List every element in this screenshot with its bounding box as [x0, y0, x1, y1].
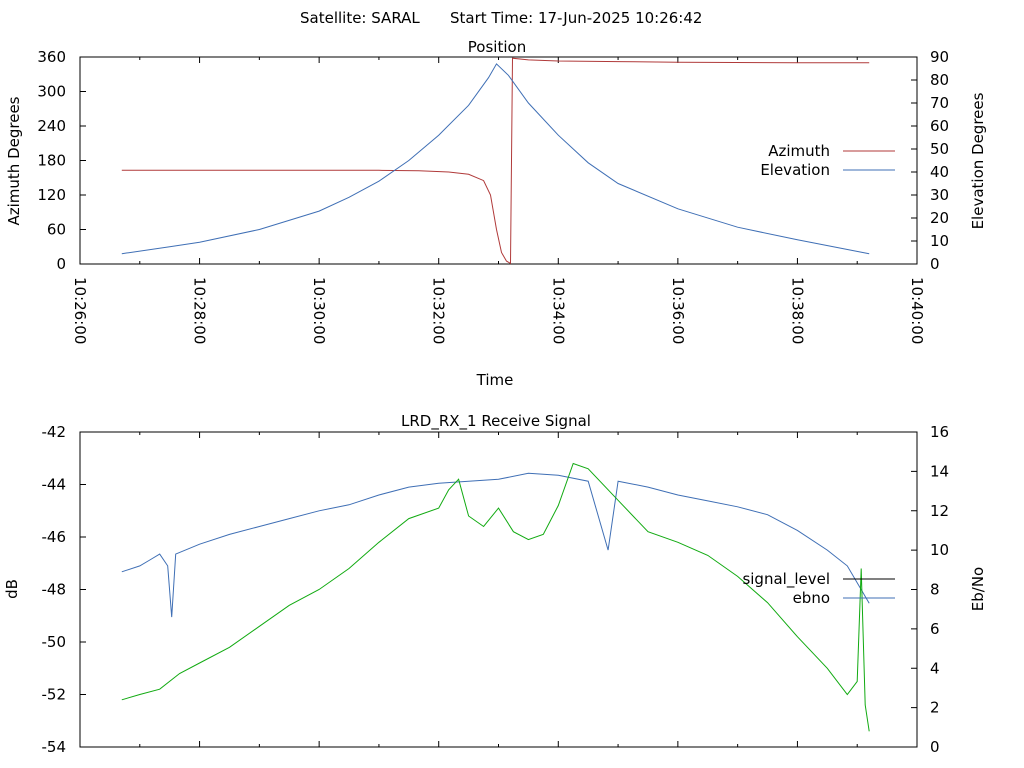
position-legend: Azimuth Elevation	[760, 142, 895, 179]
position-chart: Position 10:26:00 10:28:00 10:30:00 10:32:0…	[5, 38, 987, 389]
signal-y2-tick-label: 4	[930, 659, 940, 677]
signal-y-tick-label: -48	[42, 581, 67, 599]
position-y-tick-label: 360	[37, 48, 66, 66]
position-chart-title: Position	[468, 38, 526, 56]
position-series	[121, 57, 870, 265]
position-ylabel: Azimuth Degrees	[5, 96, 23, 225]
signal-ebno-line	[121, 472, 870, 618]
position-y2-tick-label: 0	[930, 255, 940, 273]
signal-chart-title: LRD_RX_1 Receive Signal	[401, 412, 591, 431]
signal-y-tick-label: -52	[42, 686, 67, 704]
position-x-tick-label: 10:40:00	[908, 277, 926, 344]
position-y-tick-label: 0	[56, 255, 66, 273]
position-x-tick-label: 10:38:00	[788, 277, 806, 344]
start-time-label: Start Time: 17-Jun-2025 10:26:42	[450, 9, 702, 27]
position-y-tick-label: 60	[47, 221, 66, 239]
position-elevation-line	[121, 63, 870, 255]
signal-y2-tick-label: 14	[930, 462, 949, 480]
signal-y2-tick-label: 12	[930, 502, 949, 520]
signal-chart: LRD_RX_1 Receive Signal -54-52-50-48-46-…	[3, 412, 987, 756]
position-y2-tick-label: 30	[930, 186, 949, 204]
position-y2-tick-label: 10	[930, 232, 949, 250]
position-y-tick-label: 240	[37, 117, 66, 135]
signal-y2-tick-label: 0	[930, 738, 940, 756]
signal-y2-tick-label: 16	[930, 423, 949, 441]
position-x-tick-label: 10:28:00	[191, 277, 209, 344]
legend-elevation-label: Elevation	[760, 161, 830, 179]
signal-y-tick-label: -54	[42, 738, 67, 756]
position-x-tick-label: 10:26:00	[71, 277, 89, 344]
position-y2label: Elevation Degrees	[969, 92, 987, 229]
legend-signal-level-label: signal_level	[742, 570, 830, 589]
position-x-tick-label: 10:30:00	[310, 277, 328, 344]
position-y2-tick-label: 80	[930, 71, 949, 89]
signal-y-tick-label: -44	[42, 476, 67, 494]
position-y2-tick-label: 60	[930, 117, 949, 135]
position-x-tick-label: 10:34:00	[549, 277, 567, 344]
signal-y2label: Eb/No	[969, 567, 987, 611]
signal-series	[121, 462, 870, 732]
position-x-tick-label: 10:32:00	[430, 277, 448, 344]
legend-ebno-label: ebno	[793, 589, 830, 607]
position-x-tick-label: 10:36:00	[669, 277, 687, 344]
signal-y2-tick-label: 2	[930, 699, 940, 717]
signal-y2-tick-label: 10	[930, 541, 949, 559]
signal-y-tick-label: -50	[42, 633, 67, 651]
satellite-label: Satellite: SARAL	[300, 9, 420, 27]
position-y-tick-label: 300	[37, 83, 66, 101]
position-y-tick-label: 180	[37, 152, 66, 170]
position-xlabel: Time	[476, 371, 514, 389]
signal-legend: signal_level ebno	[742, 570, 895, 607]
signal-axes: -54 -52 -50 -48 -46 -44 -42 0 2 4 6 8 10 12 14 16	[42, 423, 950, 756]
signal-y2-tick-label: 6	[930, 620, 940, 638]
position-y-tick-label: 120	[37, 186, 66, 204]
legend-azimuth-label: Azimuth	[768, 142, 830, 160]
signal-y2-tick-label: 8	[930, 581, 940, 599]
signal-y-tick-label: -46	[42, 528, 67, 546]
signal-series-2-line	[121, 462, 870, 732]
signal-ylabel: dB	[3, 579, 21, 599]
position-axes: 10:26:00 10:28:00 10:30:00 10:32:00 10:34:00…	[37, 48, 949, 344]
position-y2-tick-label: 20	[930, 209, 949, 227]
position-y2-tick-label: 70	[930, 94, 949, 112]
position-y2-tick-label: 50	[930, 140, 949, 158]
signal-y-tick-label: -42	[42, 423, 67, 441]
position-azimuth-line	[121, 57, 870, 265]
position-y2-tick-label: 90	[930, 48, 949, 66]
position-y2-tick-label: 40	[930, 163, 949, 181]
